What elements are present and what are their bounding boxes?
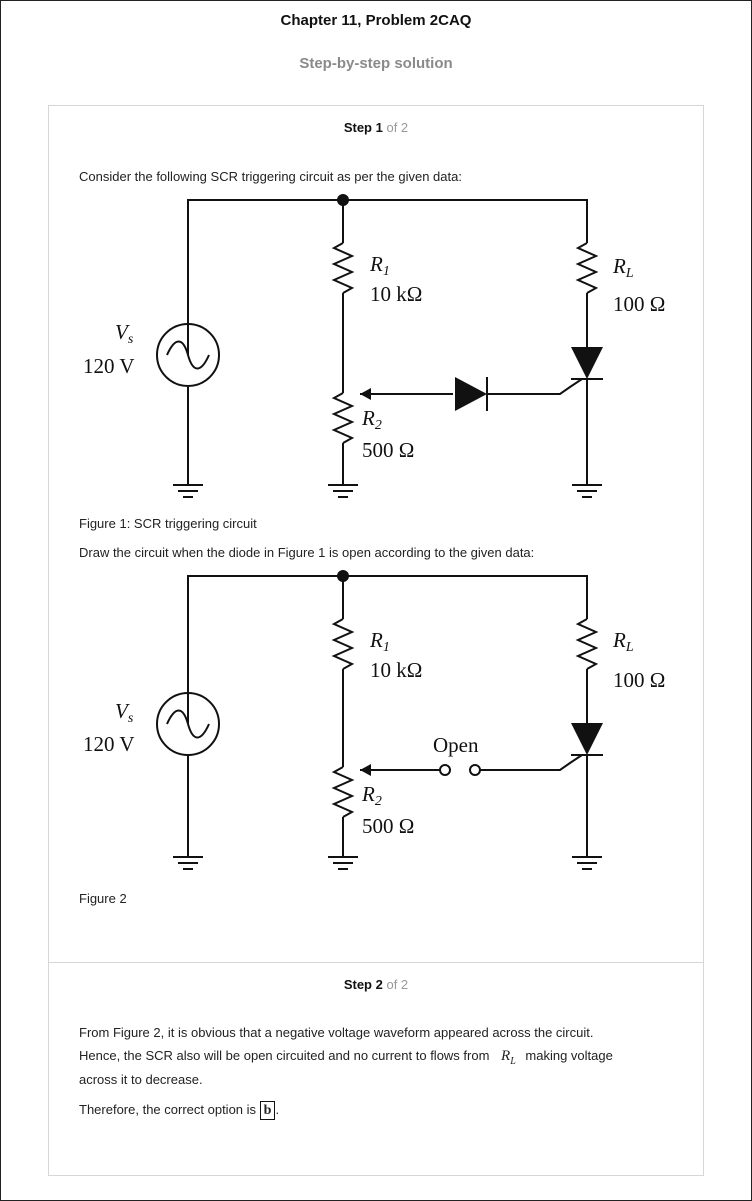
fig1-rl-value: 100 Ω: [613, 292, 665, 316]
solution-subtitle: Step-by-step solution: [299, 55, 453, 72]
fig2-vs-symbol: Vs: [115, 699, 134, 726]
figure2-circuit: Open R1 10 kΩ R2 500 Ω RL 100 Ω Vs 120 V: [83, 570, 665, 870]
step1-label: Step 1: [343, 120, 383, 135]
fig1-r2-value: 500 Ω: [362, 438, 414, 462]
step2-line2: Hence, the SCR also will be open circuit…: [79, 1048, 613, 1067]
fig2-r2-symbol: R2: [361, 782, 382, 809]
fig2-vs-value: 120 V: [83, 732, 135, 756]
step2-line2-b: making voltage: [525, 1048, 613, 1063]
figure1-circuit: R1 10 kΩ R2 500 Ω RL 100 Ω Vs 120 V: [83, 194, 665, 498]
step1-draw-text: Draw the circuit when the diode in Figur…: [79, 545, 535, 560]
step2-line2-a: Hence, the SCR also will be open circuit…: [79, 1048, 490, 1063]
step1-heading: Step 1 of 2: [0, 120, 752, 135]
step2-rl-symbol: RL: [501, 1048, 516, 1067]
fig1-r1-symbol: R1: [369, 252, 390, 279]
step2-heading: Step 2 of 2: [0, 977, 752, 992]
step2-label: Step 2: [343, 977, 383, 992]
solution-card: [48, 105, 704, 1176]
fig2-r1-value: 10 kΩ: [370, 658, 422, 682]
fig1-r1-value: 10 kΩ: [370, 282, 422, 306]
fig1-vs-value: 120 V: [83, 354, 135, 378]
step2-conclusion-text: Therefore, the correct option is: [79, 1101, 257, 1117]
step2-of: of 2: [386, 977, 409, 992]
fig1-vs-symbol: Vs: [115, 320, 134, 347]
fig2-rl-value: 100 Ω: [613, 668, 665, 692]
answer-box: b: [259, 1101, 276, 1120]
fig2-open-label: Open: [433, 733, 479, 757]
figure1-caption: Figure 1: SCR triggering circuit: [79, 516, 257, 531]
step1-intro: Consider the following SCR triggering ci…: [79, 169, 462, 184]
figure2-caption: Figure 2: [79, 891, 127, 906]
fig2-r2-value: 500 Ω: [362, 814, 414, 838]
step2-period: .: [275, 1101, 280, 1117]
step2-line3: across it to decrease.: [79, 1072, 203, 1087]
step2-line1: From Figure 2, it is obvious that a nega…: [79, 1025, 594, 1040]
fig2-r1-symbol: R1: [369, 628, 390, 655]
step1-of: of 2: [386, 120, 409, 135]
chapter-title: Chapter 11, Problem 2CAQ: [280, 12, 472, 29]
step-divider: [48, 962, 704, 963]
step2-conclusion: Therefore, the correct option is b.: [79, 1101, 279, 1120]
fig2-rl-symbol: RL: [612, 628, 634, 655]
fig1-rl-symbol: RL: [612, 254, 634, 281]
fig1-r2-symbol: R2: [361, 406, 382, 433]
